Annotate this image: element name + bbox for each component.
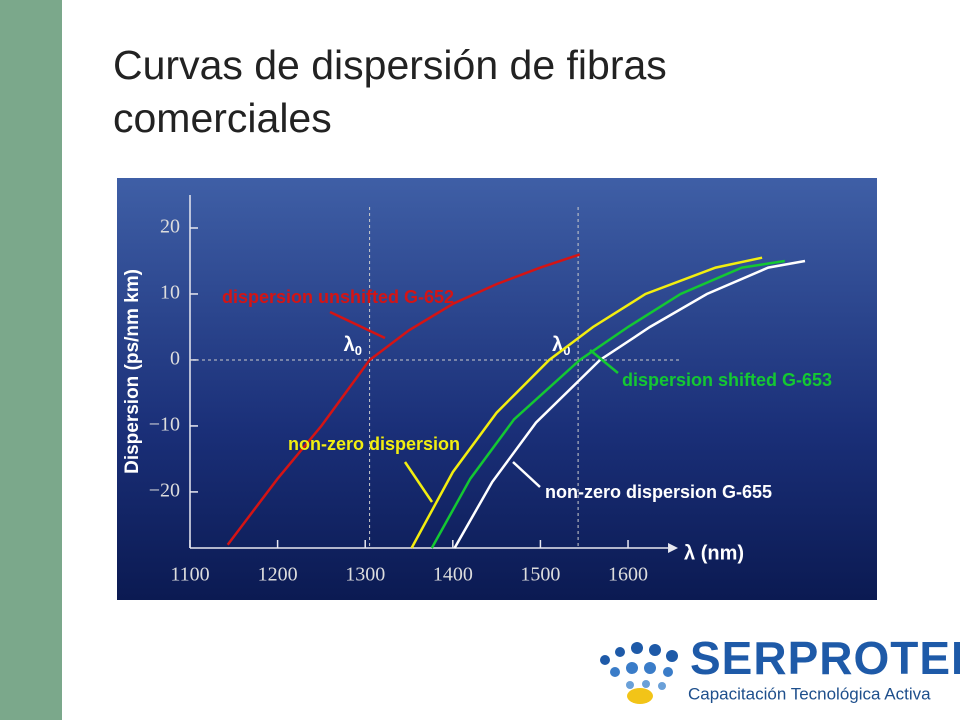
x-axis-arrow [668, 543, 679, 553]
lambda-sub: 0 [355, 343, 362, 358]
lambda: λ [344, 334, 355, 356]
legend-entry: non-zero dispersion G-655 [545, 482, 772, 502]
lambda-sub: 0 [563, 343, 570, 358]
x-tick-label: 1300 [345, 564, 385, 586]
y-axis-label: Dispersion (ps/nm km) [122, 269, 143, 474]
slide-title: comerciales [113, 95, 332, 141]
zero-wavelength-label: λ0 [344, 334, 362, 358]
side-bar [0, 0, 62, 720]
legend-entry: dispersion shifted G-653 [622, 370, 832, 390]
lambda: λ [552, 334, 563, 356]
legend-entry: dispersion unshifted G-652 [222, 287, 454, 307]
y-tick-label: −10 [149, 414, 180, 436]
slide-title: Curvas de dispersión de fibras [113, 42, 667, 88]
zero-wavelength-label: λ0 [552, 334, 570, 358]
y-tick-label: 0 [170, 348, 180, 370]
y-tick-label: −20 [149, 480, 180, 502]
logo-tagline: Capacitación Tecnológica Activa [688, 684, 931, 703]
legend-entry: non-zero dispersion [288, 434, 460, 454]
y-tick-label: 20 [160, 216, 180, 238]
x-tick-label: 1400 [433, 564, 473, 586]
y-tick-label: 10 [160, 282, 180, 304]
curve [430, 259, 785, 549]
chart-background [117, 178, 877, 600]
curve [410, 256, 763, 549]
leader-line [512, 461, 541, 488]
leader-line [403, 461, 434, 503]
curve [453, 259, 806, 549]
x-tick-label: 1200 [258, 564, 298, 586]
leader-line [589, 349, 619, 374]
x-tick-label: 1600 [608, 564, 648, 586]
leader-line [329, 310, 386, 340]
curve [226, 253, 581, 546]
logo-icon [600, 642, 678, 704]
x-tick-label: 1100 [170, 564, 209, 586]
x-tick-label: 1500 [520, 564, 560, 586]
logo-name: SERPROTEL [690, 632, 960, 684]
x-axis-label: λ (nm) [684, 542, 744, 564]
